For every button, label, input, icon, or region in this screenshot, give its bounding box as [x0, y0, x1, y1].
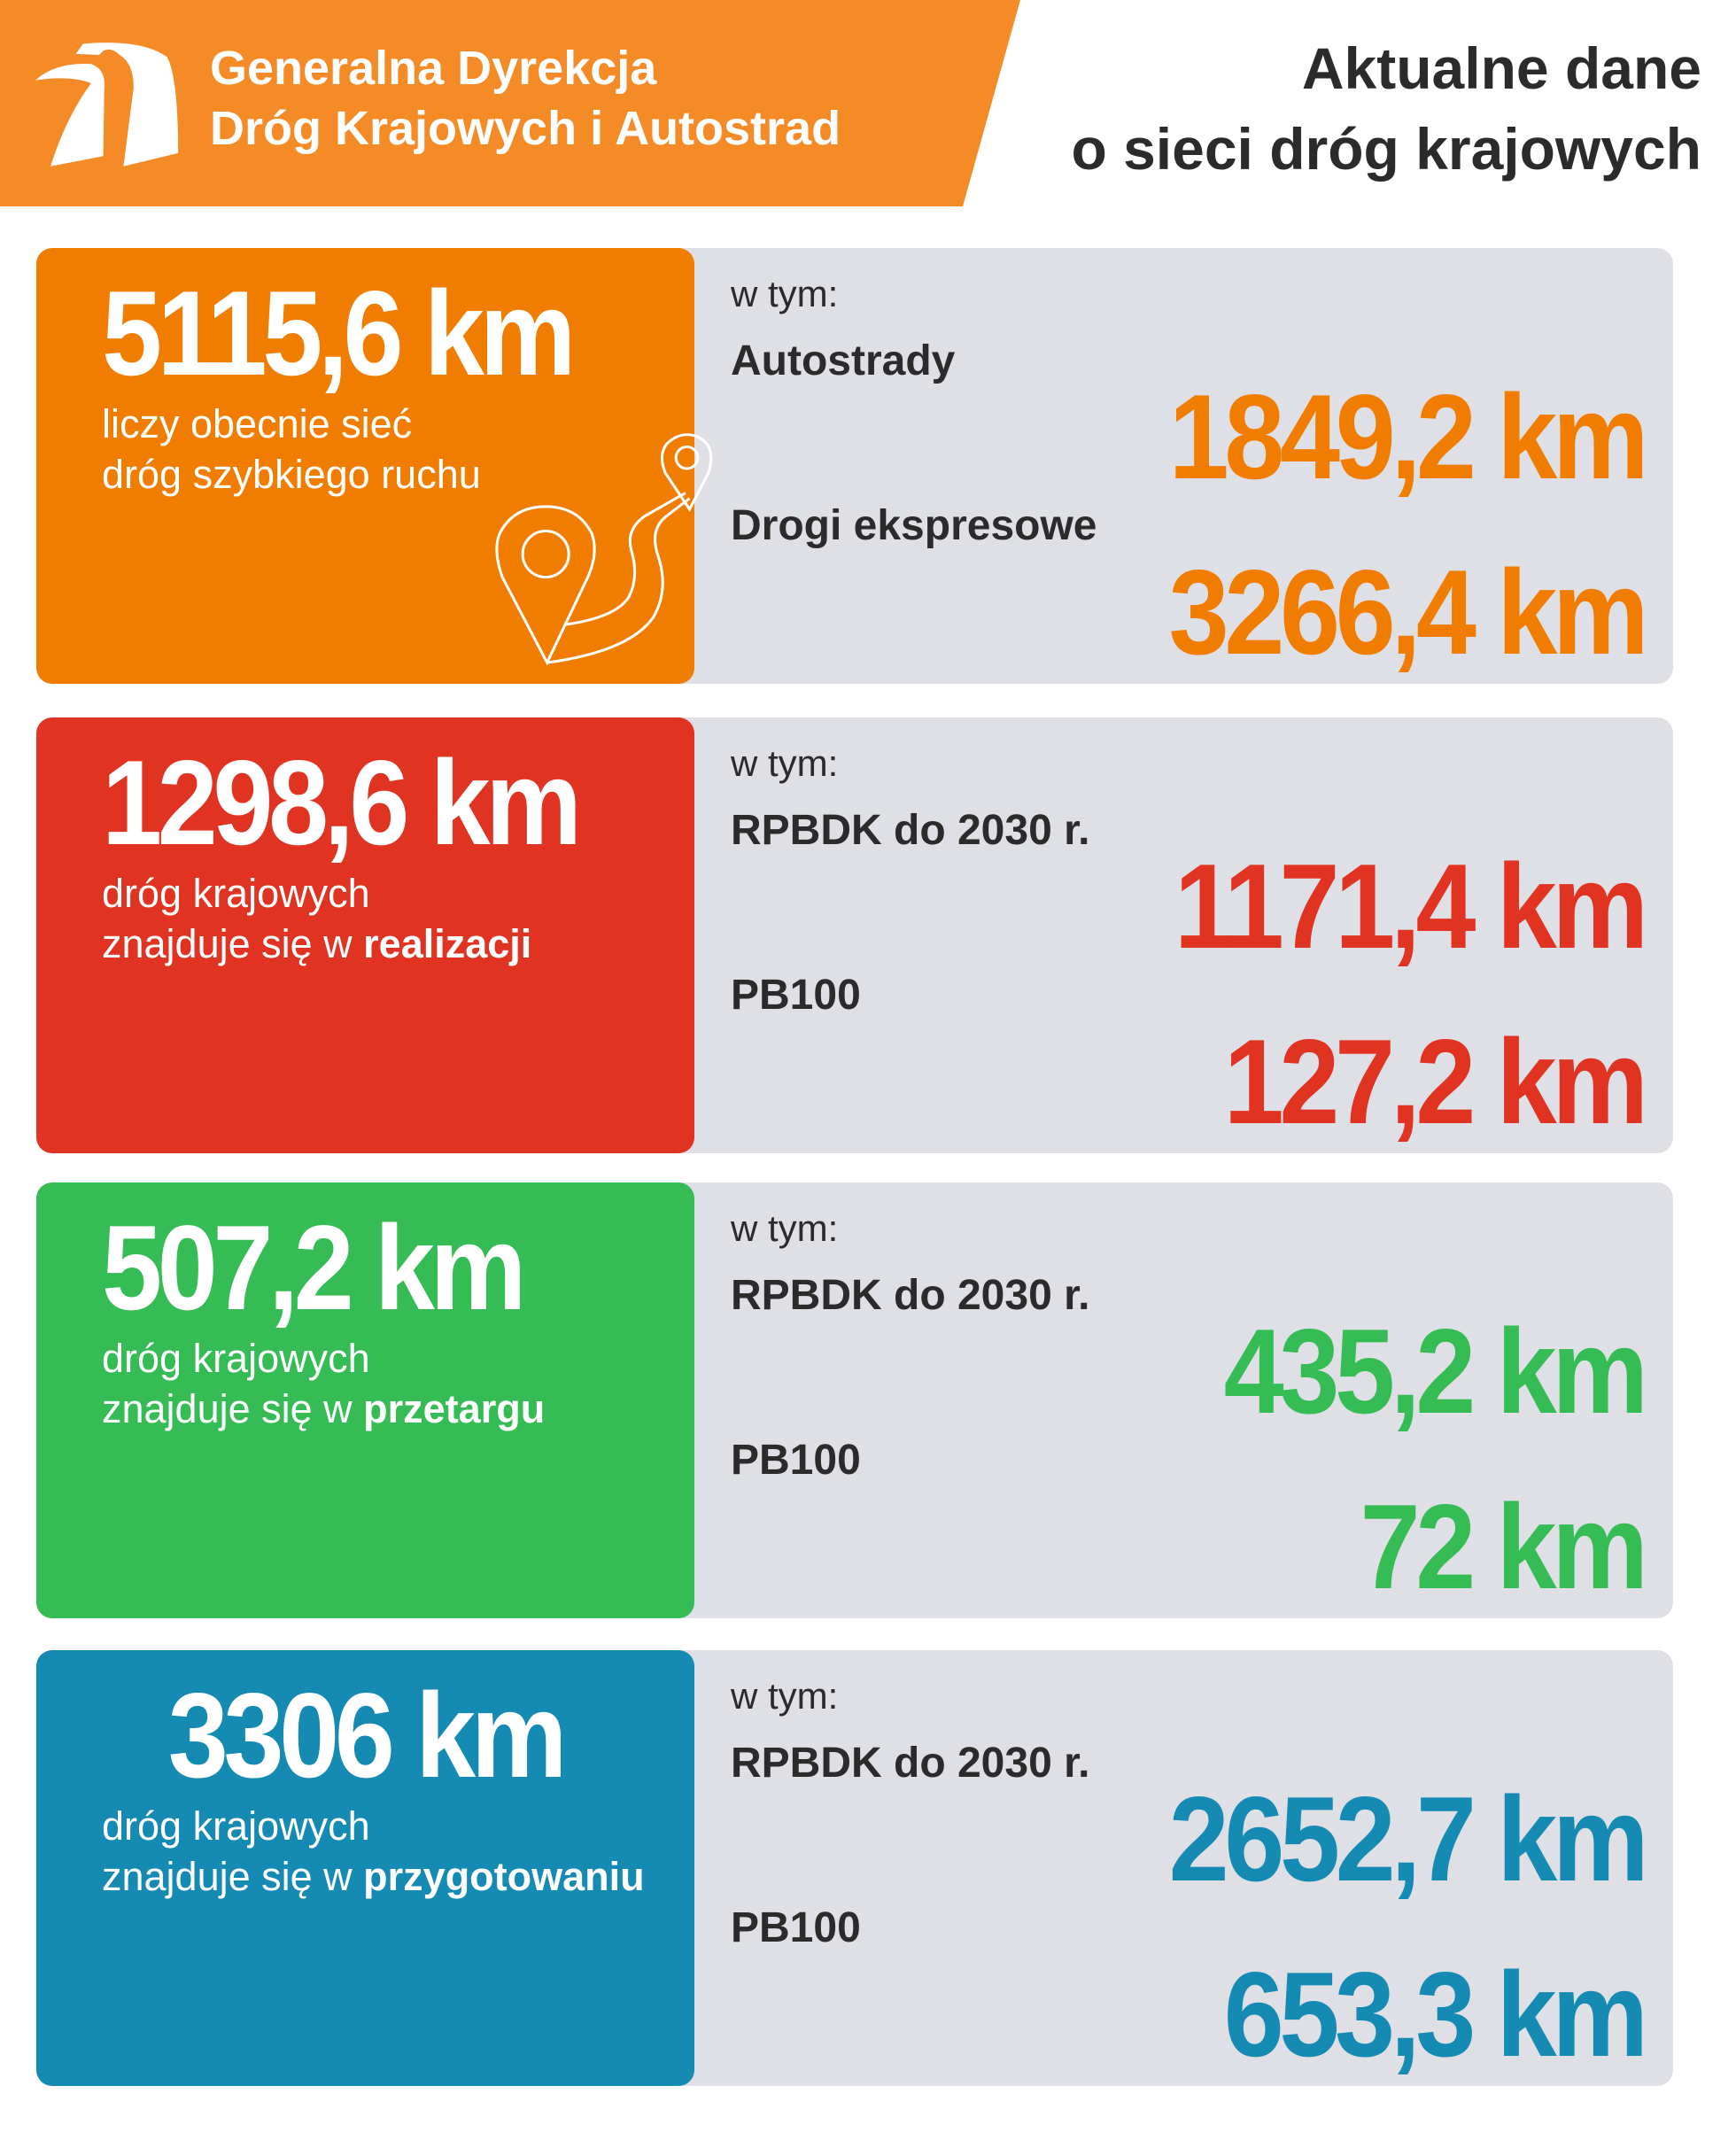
- breakdown-label: PB100: [731, 1437, 861, 1484]
- breakdown-label: RPBDK do 2030 r.: [731, 1740, 1090, 1787]
- stat-card: 1298,6 km dróg krajowych znajduje się w …: [36, 717, 1673, 1153]
- description-line1: liczy obecnie sieć: [102, 401, 413, 446]
- description-line2: znajduje się w przygotowaniu: [102, 1851, 645, 1902]
- description-line2: znajduje się w realizacji: [102, 919, 531, 969]
- stat-card-summary: 507,2 km dróg krajowych znajduje się w p…: [36, 1182, 694, 1618]
- breakdown-value: 2652,7 km: [1168, 1772, 1648, 1906]
- stat-card: 3306 km dróg krajowych znajduje się w pr…: [36, 1650, 1673, 2086]
- description-prefix: znajduje się w: [102, 1386, 364, 1431]
- breakdown-value: 1849,2 km: [1168, 369, 1648, 504]
- total-description: dróg krajowych znajduje się w realizacji: [102, 868, 531, 969]
- breakdown-intro: w tym:: [731, 1675, 839, 1717]
- description-line1: dróg krajowych: [102, 871, 370, 916]
- total-description: dróg krajowych znajduje się w przygotowa…: [102, 1801, 645, 1902]
- breakdown-label: PB100: [731, 1904, 861, 1951]
- breakdown-label: Drogi ekspresowe: [731, 502, 1097, 549]
- total-description: liczy obecnie sieć dróg szybkiego ruchu: [102, 399, 481, 500]
- stat-card-summary: 1298,6 km dróg krajowych znajduje się w …: [36, 717, 694, 1153]
- total-length: 5115,6 km: [102, 266, 576, 400]
- breakdown-intro: w tym:: [731, 742, 839, 784]
- total-description: dróg krajowych znajduje się w przetargu: [102, 1333, 545, 1434]
- org-name-line2: Dróg Krajowych i Autostrad: [210, 102, 841, 155]
- description-stage: przetargu: [363, 1386, 546, 1431]
- breakdown-intro: w tym:: [731, 1207, 839, 1249]
- description-stage: realizacji: [363, 921, 532, 966]
- breakdown-value: 3266,4 km: [1168, 545, 1648, 679]
- breakdown-value: 653,3 km: [1223, 1947, 1648, 2082]
- description-line2: dróg szybkiego ruchu: [102, 449, 481, 500]
- stat-card-summary: 5115,6 km liczy obecnie sieć dróg szybki…: [36, 248, 713, 684]
- total-length: 1298,6 km: [102, 735, 582, 870]
- description-line1: dróg krajowych: [102, 1336, 370, 1381]
- description-line2: znajduje się w przetargu: [102, 1384, 545, 1434]
- page-title-line1: Aktualne dane: [1301, 35, 1701, 101]
- breakdown-label: RPBDK do 2030 r.: [731, 1272, 1090, 1319]
- stat-card: 5115,6 km liczy obecnie sieć dróg szybki…: [36, 248, 1673, 684]
- breakdown-label: RPBDK do 2030 r.: [731, 807, 1090, 854]
- breakdown-label: Autostrady: [731, 337, 956, 384]
- breakdown-intro: w tym:: [731, 273, 839, 314]
- stat-card: 507,2 km dróg krajowych znajduje się w p…: [36, 1182, 1673, 1618]
- map-pin-route-icon: [495, 433, 713, 666]
- gddkia-logo: [35, 43, 179, 167]
- page-title-line2: o sieci dróg krajowych: [1071, 116, 1701, 182]
- breakdown-value: 127,2 km: [1223, 1014, 1648, 1149]
- total-length: 3306 km: [167, 1668, 568, 1803]
- description-prefix: znajduje się w: [102, 1854, 364, 1899]
- breakdown-value: 1171,4 km: [1174, 839, 1648, 973]
- breakdown-value: 435,2 km: [1223, 1304, 1648, 1438]
- description-line1: dróg krajowych: [102, 1803, 370, 1849]
- breakdown-value: 72 km: [1360, 1479, 1648, 1614]
- breakdown-label: PB100: [731, 972, 861, 1019]
- description-prefix: dróg szybkiego ruchu: [102, 452, 481, 497]
- stat-card-summary: 3306 km dróg krajowych znajduje się w pr…: [36, 1650, 694, 2086]
- description-stage: przygotowaniu: [363, 1854, 645, 1899]
- description-prefix: znajduje się w: [102, 921, 364, 966]
- total-length: 507,2 km: [102, 1200, 526, 1335]
- org-name-line1: Generalna Dyrekcja: [210, 42, 657, 95]
- header-band: [0, 0, 1020, 206]
